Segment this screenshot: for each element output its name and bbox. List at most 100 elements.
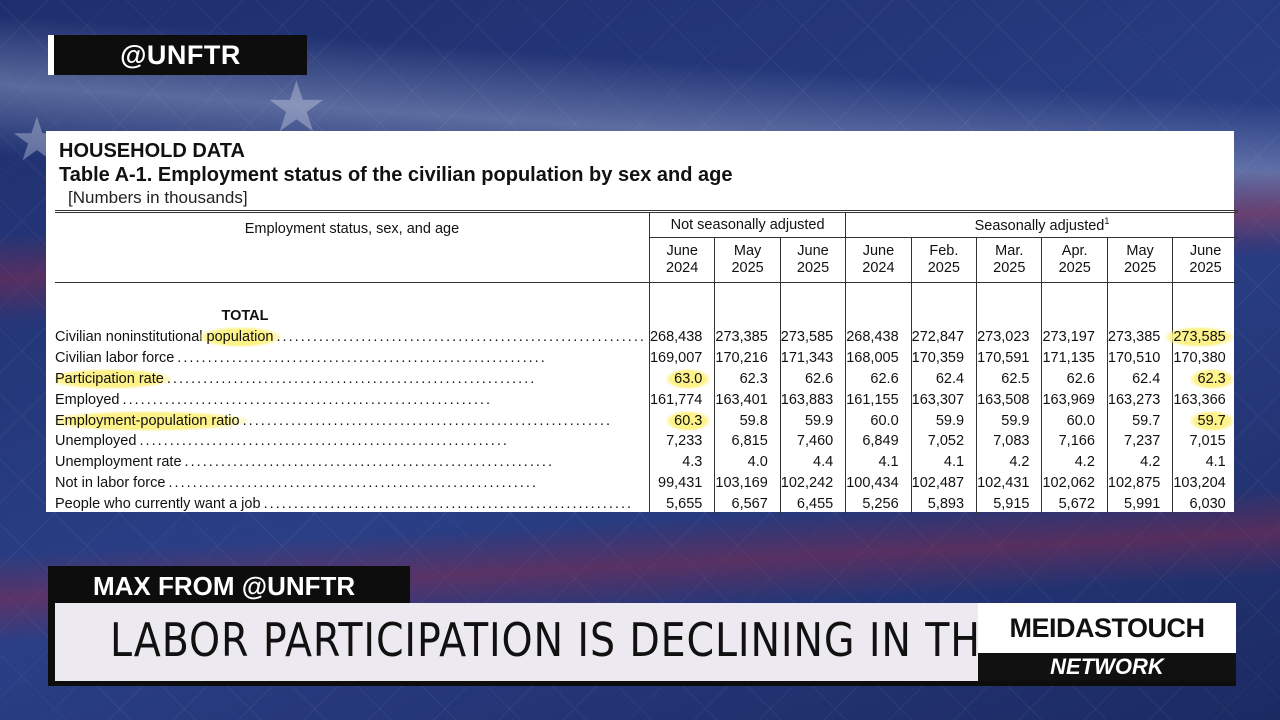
table-cell: 99,431 <box>648 472 715 494</box>
column-header-month: June <box>797 243 829 259</box>
table-cell: 63.0 <box>648 368 715 390</box>
group-header-sa-text: Seasonally adjusted <box>974 217 1105 234</box>
cell-value: 59.9 <box>804 412 834 429</box>
group-header-nsa: Not seasonally adjusted <box>648 210 846 238</box>
row-label-text: Employed <box>55 391 120 408</box>
cell-value: 6,815 <box>731 433 768 450</box>
table-cell: 4.2 <box>976 451 1042 473</box>
row-label: Civilian noninstitutional population <box>55 327 649 348</box>
cell-value: 163,883 <box>780 391 834 408</box>
column-header: June 2024 <box>845 237 912 283</box>
row-label: Unemployment rate <box>55 452 649 473</box>
table-cell: 4.4 <box>779 451 846 473</box>
table-cell: 62.6 <box>845 368 912 390</box>
row-label-text: People who currently want a job <box>55 495 261 512</box>
brand-logo: MEIDASTOUCH <box>978 603 1236 653</box>
column-header-year: 2025 <box>1123 260 1157 276</box>
cell-value: 62.5 <box>1001 370 1030 387</box>
cell-value: 161,155 <box>846 391 899 408</box>
cell-value: 5,991 <box>1124 495 1161 512</box>
column-header-year: 2024 <box>666 260 699 276</box>
cell-value: 7,166 <box>1058 433 1095 450</box>
table-cell: 273,385 <box>1106 327 1173 348</box>
cell-value: 6,030 <box>1189 495 1226 512</box>
row-label-highlight: population <box>198 327 282 348</box>
cell-value: 62.3 <box>1189 368 1234 389</box>
table-cell: 268,438 <box>845 327 912 348</box>
cell-value: 7,460 <box>796 433 834 450</box>
column-header: Feb. 2025 <box>910 237 977 283</box>
column-header-month: June <box>666 243 698 259</box>
table-cell: 163,273 <box>1106 389 1173 411</box>
cell-value: 99,431 <box>658 474 703 491</box>
row-label-text: Civilian noninstitutional <box>55 329 203 346</box>
leader-dots <box>182 454 552 470</box>
cell-value: 102,242 <box>780 474 834 491</box>
row-label-text: Participation rate <box>55 368 172 389</box>
row-label: Employed <box>55 389 649 410</box>
cell-value: 170,380 <box>1173 350 1226 367</box>
table-cell: 62.6 <box>1041 368 1108 390</box>
table-cell: 59.9 <box>976 410 1042 431</box>
row-label-text: Unemployment rate <box>55 454 182 471</box>
column-header-month: June <box>862 243 895 259</box>
cell-value: 6,849 <box>862 433 899 450</box>
brand-network-bar: NETWORK <box>978 653 1236 681</box>
table-cell: 170,380 <box>1172 347 1238 369</box>
column-header: May 2025 <box>1106 237 1173 283</box>
row-label: People who currently want a job <box>55 493 649 514</box>
column-header-year: 2025 <box>927 260 960 276</box>
table-cell: 273,023 <box>976 327 1042 348</box>
cell-value: 170,216 <box>715 350 768 367</box>
row-label-text: Civilian labor force <box>55 350 175 367</box>
table-row: People who currently want a job 5,655 6,56… <box>55 493 1238 515</box>
document-title: HOUSEHOLD DATA <box>59 140 245 162</box>
column-header-year: 2025 <box>993 260 1026 276</box>
cell-value: 7,233 <box>666 433 703 450</box>
cell-value: 4.4 <box>813 454 834 471</box>
table-cell: 62.4 <box>910 368 977 390</box>
brand-name: MEIDASTOUCH <box>1009 612 1205 643</box>
leader-dots <box>261 496 631 512</box>
cell-value: 170,359 <box>911 350 965 367</box>
row-label-text: Not in labor force <box>55 474 166 491</box>
handle-text: @UNFTR <box>120 39 241 70</box>
table-cell: 163,508 <box>976 389 1042 411</box>
table-cell: 60.0 <box>1041 410 1108 431</box>
table-cell: 59.9 <box>910 410 977 431</box>
cell-value: 59.8 <box>739 412 768 429</box>
column-header-year: 2025 <box>1189 260 1222 276</box>
cell-value: 169,007 <box>649 350 703 367</box>
table-cell: 4.0 <box>714 451 781 473</box>
table-cell: 59.7 <box>1106 410 1173 431</box>
table-row: Civilian labor force 169,007 170,216 171,34… <box>55 347 1238 369</box>
table-cell: 170,510 <box>1106 347 1173 369</box>
leader-dots <box>240 413 610 429</box>
column-header-year: 2025 <box>796 260 830 276</box>
table-cell: 102,242 <box>779 472 846 494</box>
cell-value: 272,847 <box>911 329 965 346</box>
cell-value: 163,273 <box>1107 391 1161 408</box>
table-cell: 60.0 <box>845 410 912 431</box>
table-cell: 272,847 <box>910 327 977 348</box>
cell-value: 62.4 <box>935 370 965 387</box>
cell-value: 5,672 <box>1058 495 1095 512</box>
table-row: Unemployed 7,233 6,815 7,460 6,849 7,052 7,083… <box>55 430 1238 452</box>
table-cell: 4.1 <box>1172 451 1238 473</box>
cell-value: 7,237 <box>1124 433 1161 450</box>
column-header: June 2025 <box>779 237 846 283</box>
cell-value: 62.3 <box>739 370 768 387</box>
column-header: June 2025 <box>1172 237 1238 283</box>
cell-value: 60.0 <box>870 412 899 429</box>
row-label: Civilian labor force <box>55 348 649 369</box>
table-cell: 103,204 <box>1172 472 1238 494</box>
stub-header: Employment status, sex, and age <box>55 210 650 283</box>
cell-value: 59.7 <box>1132 412 1161 429</box>
cell-value: 7,083 <box>993 433 1030 450</box>
name-tag: MAX FROM @UNFTR <box>48 566 410 606</box>
cell-value: 273,385 <box>1107 329 1161 346</box>
leader-dots <box>136 433 506 449</box>
cell-value: 4.3 <box>682 454 703 471</box>
table-cell: 62.6 <box>779 368 846 390</box>
row-label: Participation rate <box>55 368 649 390</box>
